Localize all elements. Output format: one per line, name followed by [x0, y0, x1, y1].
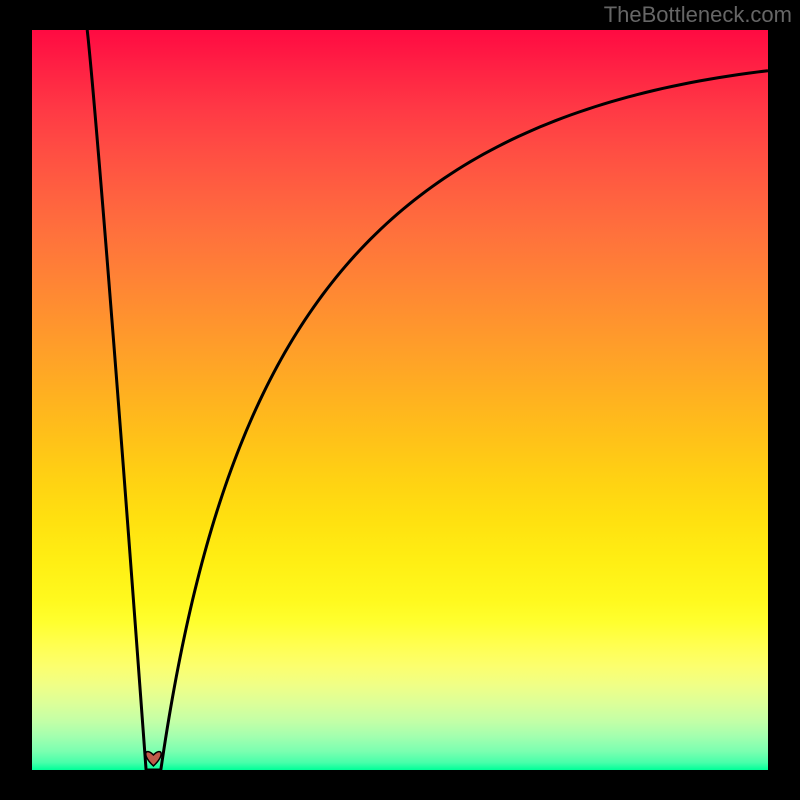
- chart-plot-area: [32, 30, 768, 770]
- watermark-text: TheBottleneck.com: [604, 2, 792, 28]
- chart-background: [32, 30, 768, 770]
- chart-svg: [32, 30, 768, 770]
